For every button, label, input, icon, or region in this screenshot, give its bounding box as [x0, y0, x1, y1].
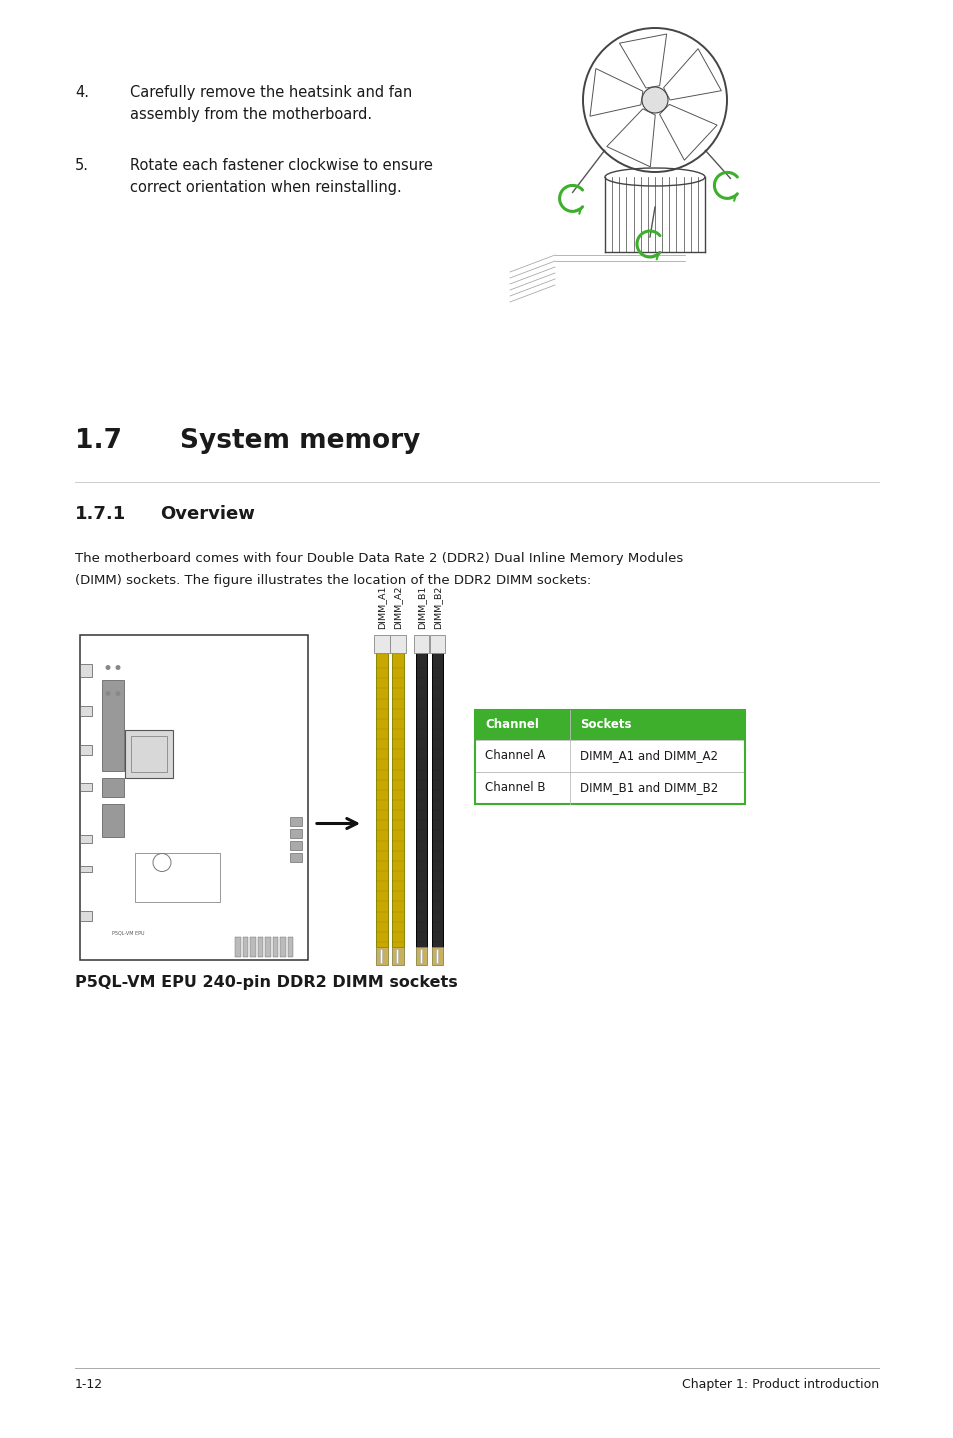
Text: Rotate each fastener clockwise to ensure
correct orientation when reinstalling.: Rotate each fastener clockwise to ensure… [130, 158, 433, 194]
Text: Channel: Channel [484, 719, 538, 732]
Bar [80, 912, 91, 920]
Bar [475, 741, 744, 772]
Bar [392, 653, 403, 948]
Bar [290, 841, 302, 850]
Text: 4.: 4. [75, 85, 89, 101]
Bar [392, 948, 403, 965]
Bar [375, 653, 387, 948]
Text: Chapter 1: Product introduction: Chapter 1: Product introduction [681, 1378, 878, 1391]
Text: DIMM_B2: DIMM_B2 [433, 585, 441, 628]
Bar [80, 745, 91, 755]
Bar [290, 830, 302, 838]
Bar [257, 938, 263, 958]
Text: (DIMM) sockets. The figure illustrates the location of the DDR2 DIMM sockets:: (DIMM) sockets. The figure illustrates t… [75, 575, 591, 588]
Text: Sockets: Sockets [579, 719, 631, 732]
Bar [80, 664, 91, 677]
Bar [436, 949, 437, 963]
Bar [273, 938, 277, 958]
Circle shape [106, 664, 111, 670]
Text: Overview: Overview [160, 505, 254, 523]
Bar [413, 636, 429, 653]
Bar [102, 680, 124, 772]
Bar [475, 710, 744, 741]
Bar [431, 653, 442, 948]
Text: 1.7: 1.7 [75, 429, 122, 454]
Bar [475, 710, 744, 804]
Bar [475, 772, 744, 804]
Text: DIMM_B1 and DIMM_B2: DIMM_B1 and DIMM_B2 [579, 781, 718, 795]
Bar [416, 653, 427, 948]
Bar [250, 938, 255, 958]
Bar [390, 636, 405, 653]
Text: DIMM_A1 and DIMM_A2: DIMM_A1 and DIMM_A2 [579, 749, 718, 762]
Bar [131, 736, 167, 772]
Text: P5QL-VM EPU 240-pin DDR2 DIMM sockets: P5QL-VM EPU 240-pin DDR2 DIMM sockets [75, 975, 457, 989]
Text: DIMM_A2: DIMM_A2 [393, 585, 402, 628]
Text: Carefully remove the heatsink and fan
assembly from the motherboard.: Carefully remove the heatsink and fan as… [130, 85, 412, 122]
Bar [416, 948, 427, 965]
Text: DIMM_B1: DIMM_B1 [416, 585, 425, 628]
Bar [374, 636, 389, 653]
Bar [125, 731, 172, 778]
Bar [380, 949, 382, 963]
Bar [80, 784, 91, 791]
Bar [80, 706, 91, 716]
Bar [290, 817, 302, 827]
Circle shape [641, 88, 667, 114]
Text: Channel A: Channel A [484, 749, 545, 762]
Circle shape [115, 692, 120, 696]
Text: P5QL-VM EPU: P5QL-VM EPU [112, 930, 144, 936]
Bar [290, 854, 302, 863]
Bar [80, 835, 91, 843]
Bar [102, 804, 124, 837]
Bar [429, 636, 444, 653]
Bar [287, 938, 293, 958]
Bar [375, 948, 387, 965]
Bar [280, 938, 285, 958]
Text: 5.: 5. [75, 158, 89, 173]
Bar [234, 938, 240, 958]
Bar [135, 853, 220, 902]
Bar [102, 778, 124, 798]
Bar [80, 636, 308, 961]
Circle shape [115, 664, 120, 670]
Bar [419, 949, 421, 963]
Bar [265, 938, 271, 958]
Text: 1-12: 1-12 [75, 1378, 103, 1391]
Text: The motherboard comes with four Double Data Rate 2 (DDR2) Dual Inline Memory Mod: The motherboard comes with four Double D… [75, 552, 682, 565]
Text: System memory: System memory [180, 429, 420, 454]
Bar [431, 948, 442, 965]
Bar [80, 866, 91, 873]
Text: DIMM_A1: DIMM_A1 [376, 585, 386, 628]
Bar [395, 949, 397, 963]
Text: Channel B: Channel B [484, 781, 545, 795]
Text: 1.7.1: 1.7.1 [75, 505, 126, 523]
Circle shape [106, 692, 111, 696]
Bar [242, 938, 248, 958]
